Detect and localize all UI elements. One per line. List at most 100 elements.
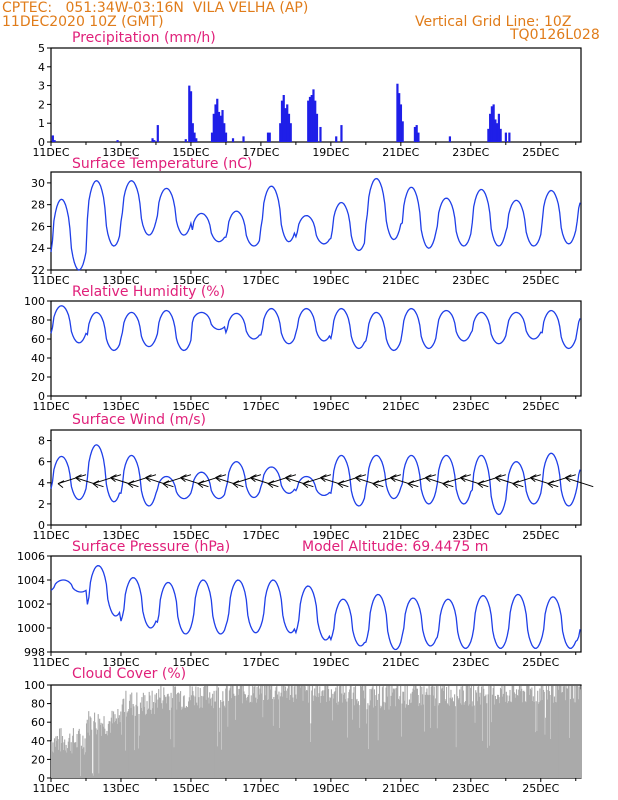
cloud-bar [59,751,61,778]
cloud-bar [129,694,131,778]
cloud-bar [173,747,175,778]
cloud-bar [276,685,278,778]
cloud-bar [523,690,525,778]
panel-title: Surface Pressure (hPa) [72,539,230,555]
cloud-bar [423,686,425,778]
cloud-bar [413,690,416,778]
cloud-bar [493,685,495,778]
x-tick-label: 11DEC [32,529,69,542]
cloud-bar [53,738,56,778]
cloud-bar [311,685,314,778]
cloud-bar [61,736,64,778]
cloud-bar [226,685,228,778]
wind-arrow-shaft [180,477,209,488]
wind-arrow-shaft [145,477,174,488]
cloud-bar [550,739,552,778]
cloud-bar [218,731,220,778]
cloud-bar [247,695,249,778]
cloud-bar [388,709,390,778]
precip-bar [266,132,270,142]
date-header: 11DEC2020 10Z (GMT) [2,14,164,30]
cloud-bar [212,708,214,778]
cloud-bar [336,685,338,778]
wind-arrow-head [110,474,117,483]
cloud-bar [257,685,260,778]
y-tick-label: 5 [38,42,45,55]
cloud-bar [137,706,139,778]
cloud-bar [88,735,91,778]
cloud-bar [330,689,332,778]
cloud-bar [56,740,58,778]
wind-arrow-shaft [530,477,559,488]
precip-bar [156,125,159,142]
cloud-bar [259,688,261,778]
cloud-bar [420,705,422,778]
cloud-bar [282,685,284,778]
cloud-bar [478,696,480,778]
cloud-bar [123,698,125,778]
cloud-bar [571,685,573,778]
cloud-bar [115,718,117,778]
cloud-bar [68,737,70,778]
precip-bar [212,113,215,142]
cloud-bar [131,692,133,778]
x-tick-label: 11DEC [32,400,69,413]
x-tick-label: 23DEC [452,656,489,669]
x-tick-label: 17DEC [242,529,279,542]
cloud-bar [155,693,158,778]
cloud-bar [578,687,580,778]
cloud-bar [442,685,444,778]
cloud-bar [481,686,483,778]
cloud-bar [183,695,185,778]
cloud-bar [262,717,264,778]
cloud-bar [321,691,323,778]
cloud-bar [225,685,228,778]
cloud-bar [444,701,446,778]
cloud-bar [351,699,353,778]
precip-bar [310,95,313,142]
cloud-bar [101,735,103,778]
cloud-bar [75,747,77,778]
cloud-bar [209,698,212,778]
cloud-bar [198,697,200,778]
cloud-bar [239,688,241,778]
precip-bar [508,132,511,142]
cloud-bar [354,685,357,778]
cloud-bar [446,703,448,778]
cloud-bar [252,693,255,778]
cloud-bar [515,697,517,778]
cloud-bar [82,735,84,778]
cloud-bar [350,685,352,778]
cloud-bar [123,711,126,778]
cloud-bar [573,702,575,778]
cloud-bar [118,717,120,778]
cloud-bar [194,696,196,778]
cloud-bar [223,701,225,778]
cloud-bar [240,685,242,778]
y-tick-label: 60 [31,716,45,729]
cloud-bar [220,749,222,778]
cloud-bar [66,752,68,778]
x-tick-label: 25DEC [522,274,559,287]
cloud-bar [448,705,451,778]
cloud-bar [128,700,131,778]
cloud-bar [102,723,104,778]
cloud-bar [544,734,546,778]
cloud-bar [526,685,528,778]
cloud-bar [187,707,189,778]
cloud-bar [343,694,345,778]
cloud-bar [302,700,304,778]
x-tick-label: 23DEC [452,146,489,159]
cloud-bar [204,685,206,778]
wind-arrow-shaft [127,474,157,485]
cloud-bar [229,688,231,778]
cloud-bar [505,691,507,778]
wind-arrow-shaft [425,477,454,488]
cloud-bar [446,686,448,778]
y-tick-label: 4 [38,477,45,490]
cloud-bar [145,713,147,778]
cloud-bar [223,705,225,778]
cloud-bar [202,696,204,778]
cloud-bar [419,685,421,778]
cloud-bar [490,685,492,778]
